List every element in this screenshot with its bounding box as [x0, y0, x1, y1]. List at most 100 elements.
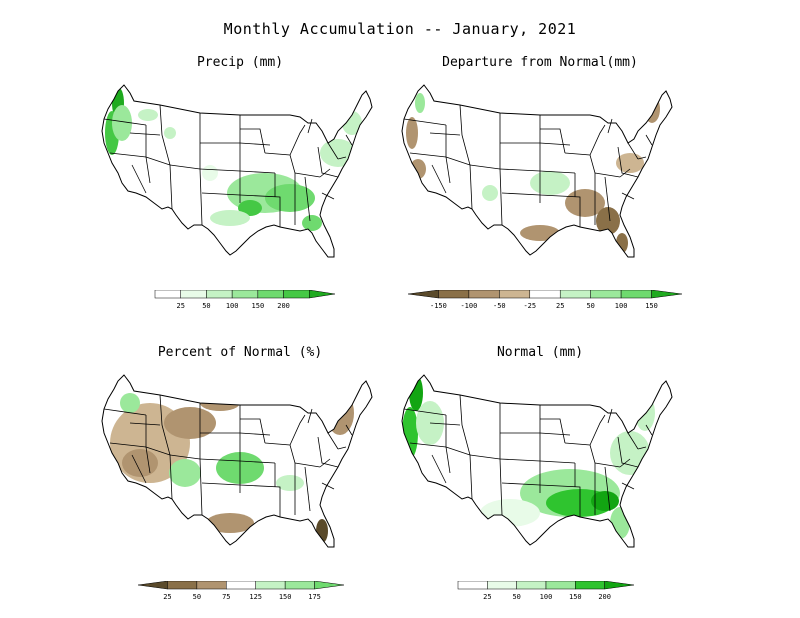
state-border: [199, 168, 241, 172]
colorbar-swatch: [468, 290, 500, 299]
state-border: [239, 142, 271, 146]
state-border: [103, 408, 147, 416]
precip-field-patch: [302, 215, 322, 231]
colorbar-swatch: [257, 290, 284, 299]
colorbar-tick-label: 25: [176, 302, 185, 310]
colorbar-swatch: [180, 290, 207, 299]
precip-field-patch: [596, 207, 620, 235]
precip-field-patch: [276, 475, 304, 491]
state-border: [539, 432, 571, 436]
state-border: [431, 164, 447, 194]
page-title: Monthly Accumulation -- January, 2021: [223, 20, 577, 38]
colorbar-swatches: [154, 290, 336, 299]
state-border: [317, 436, 339, 468]
state-border: [321, 482, 335, 490]
colorbar-departure: -150 -100 -50 -25 25 50 100 150: [398, 290, 692, 314]
state-border: [239, 460, 276, 464]
state-border: [539, 142, 571, 146]
colorbar-swatch: [457, 581, 488, 590]
colorbar-swatch: [438, 290, 470, 299]
precip-field-patch: [210, 210, 250, 226]
state-border: [627, 432, 639, 450]
state-border: [431, 454, 447, 484]
state-border: [201, 192, 241, 196]
state-border: [589, 124, 606, 156]
colorbar-swatch: [559, 290, 591, 299]
colorbar-swatch: [231, 290, 259, 299]
state-border: [169, 454, 201, 460]
map-precip: [101, 84, 373, 258]
state-border: [159, 104, 173, 210]
state-border: [621, 482, 635, 490]
state-border: [627, 142, 639, 160]
precip-field-patch: [610, 431, 650, 475]
colorbar-swatch: [407, 290, 439, 299]
precip-field-patch: [480, 499, 540, 527]
colorbar-tick-label: -50: [493, 302, 506, 310]
state-border: [294, 172, 321, 178]
state-border: [317, 146, 339, 178]
precip-field-patch: [610, 507, 630, 539]
colorbar-tick-label: 50: [202, 302, 211, 310]
state-border: [345, 424, 353, 436]
colorbar-swatch: [154, 290, 181, 299]
colorbar-swatch: [487, 581, 517, 590]
state-border: [607, 118, 613, 134]
state-border: [307, 408, 313, 424]
state-border: [289, 124, 306, 156]
colorbar-tick-label: 150: [251, 302, 265, 310]
precip-field-patch: [164, 407, 216, 439]
precip-field-patch: [635, 395, 655, 431]
state-border: [607, 408, 613, 424]
state-border: [145, 446, 151, 474]
precip-field-patch: [591, 491, 619, 511]
state-border: [304, 176, 311, 222]
state-border: [539, 484, 581, 517]
conus-outline: [101, 84, 373, 258]
state-border: [321, 192, 335, 200]
colorbar-percent: 25 50 75 125 150 175: [128, 581, 354, 605]
panel-title-normal: Normal (mm): [496, 345, 584, 360]
state-border: [131, 454, 147, 484]
state-border: [637, 446, 647, 450]
panel-departure: Departure from Normal(mm): [390, 55, 690, 285]
precip-field-patch: [410, 159, 426, 179]
colorbar-tick-label: 175: [308, 593, 321, 601]
colorbar-swatch: [167, 581, 198, 590]
map-percent: [101, 374, 373, 548]
colorbar-precip: 25 50 100 150 200: [145, 290, 345, 314]
state-border: [645, 424, 653, 436]
state-border: [345, 134, 353, 146]
colorbar-tick-label: 25: [483, 593, 492, 601]
colorbar-tick-label: 200: [598, 593, 611, 601]
precip-field-patch: [206, 513, 254, 533]
state-border: [501, 482, 541, 486]
state-border: [319, 458, 331, 468]
state-border: [294, 462, 321, 468]
colorbar-tick-label: 50: [512, 593, 521, 601]
state-border: [239, 432, 271, 436]
state-border: [540, 128, 566, 154]
colorbar-swatch: [516, 581, 547, 590]
state-border: [539, 460, 576, 464]
colorbar-normal: 25 50 100 150 200: [448, 581, 644, 605]
colorbar-swatches: [457, 581, 635, 590]
colorbar-swatch: [309, 290, 336, 299]
state-border: [429, 132, 461, 136]
state-border: [459, 104, 473, 210]
state-border: [304, 466, 311, 512]
state-border: [594, 462, 621, 468]
state-border: [445, 156, 451, 184]
state-border: [239, 170, 276, 174]
precip-field-patch: [265, 184, 315, 212]
state-border: [617, 146, 639, 178]
state-border: [337, 446, 347, 450]
precip-field-patch: [202, 165, 218, 181]
state-border: [103, 118, 147, 126]
precip-field-patch: [120, 393, 140, 413]
precip-field-patch: [482, 185, 498, 201]
state-border: [403, 118, 447, 126]
colorbar-swatch: [196, 581, 227, 590]
state-border: [337, 156, 347, 160]
state-border: [499, 458, 541, 462]
